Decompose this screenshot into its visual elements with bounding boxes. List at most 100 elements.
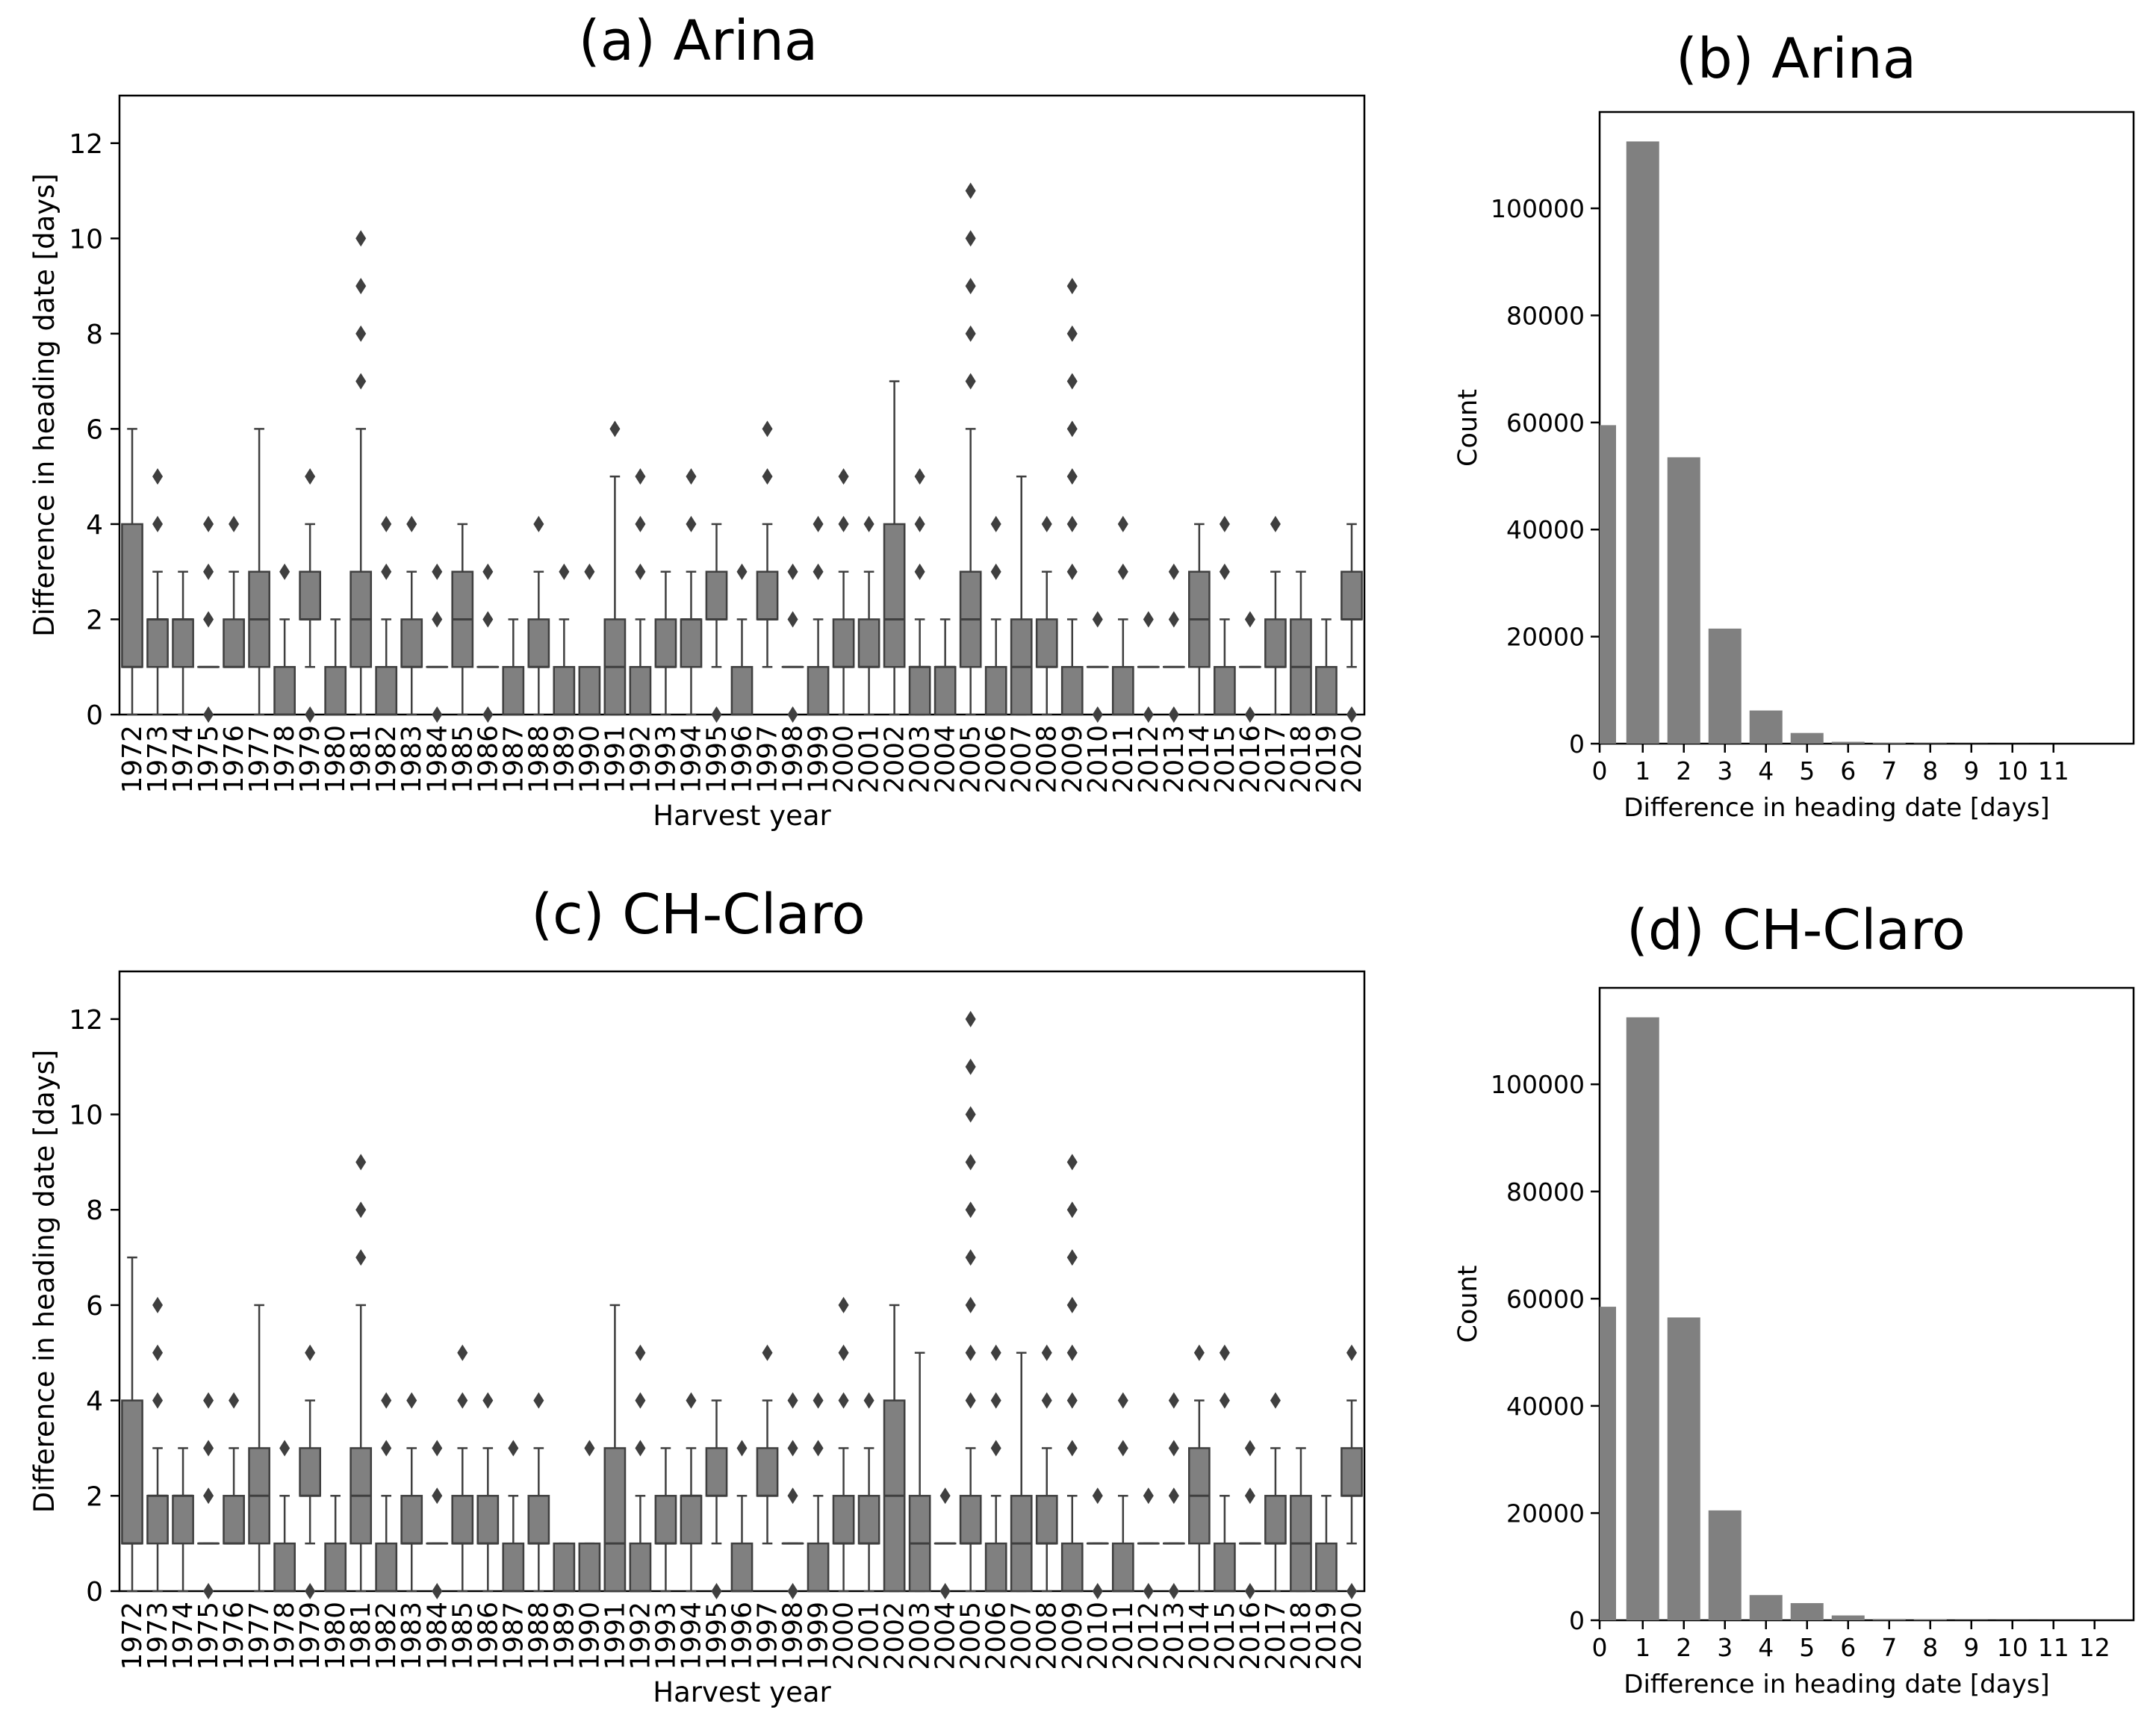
x-tick-label: 1984: [422, 1602, 453, 1670]
box: [578, 1542, 601, 1593]
outlier-marker: [1270, 1392, 1281, 1409]
box: [1315, 665, 1338, 716]
x-tick-label: 2019: [1311, 1602, 1342, 1670]
x-tick-label: 5: [1799, 756, 1815, 785]
x-tick-label: 1994: [676, 1602, 706, 1670]
x-tick-label: 2014: [1184, 1602, 1215, 1670]
x-tick-label: 1982: [371, 725, 402, 794]
outlier-marker: [965, 1154, 976, 1171]
outlier-marker: [965, 373, 976, 390]
outlier-marker: [482, 611, 494, 628]
x-tick-label: 1991: [600, 725, 630, 794]
outlier-marker: [1066, 373, 1078, 390]
y-axis-label: Difference in heading date [days]: [28, 1050, 60, 1513]
x-axis-label: Difference in heading date [days]: [1624, 1670, 2049, 1699]
x-tick-label: 1988: [524, 725, 554, 794]
outlier-marker: [1219, 1392, 1230, 1409]
x-tick-label: 1974: [168, 725, 199, 794]
outlier-marker: [787, 1440, 798, 1457]
box: [527, 1495, 550, 1545]
y-tick-label: 12: [69, 129, 103, 160]
outlier-marker: [1143, 706, 1154, 723]
outlier-marker: [279, 1440, 291, 1457]
chart-title: (a) Arina: [578, 9, 818, 73]
outlier-marker: [355, 1201, 367, 1219]
x-tick-label: 6: [1840, 1633, 1856, 1662]
outlier-marker: [1244, 706, 1255, 723]
x-tick-label: 2012: [1134, 725, 1164, 794]
y-tick-label: 80000: [1506, 301, 1585, 330]
outlier-marker: [381, 1392, 392, 1409]
outlier-marker: [635, 468, 646, 485]
x-tick-label: 2000: [829, 1602, 860, 1670]
outlier-marker: [711, 1583, 722, 1599]
outlier-marker: [1066, 563, 1078, 580]
outlier-marker: [1244, 1583, 1255, 1599]
histogram-bar: [1667, 1317, 1700, 1620]
box: [223, 1495, 245, 1545]
box: [1111, 665, 1134, 716]
outlier-marker: [1041, 1392, 1052, 1409]
outlier-marker: [432, 1487, 443, 1505]
x-tick-label: 1978: [270, 1602, 300, 1670]
box: [502, 665, 525, 716]
histogram-bar: [1790, 1603, 1824, 1620]
x-tick-label: 2008: [1032, 725, 1063, 794]
x-tick-label: 2006: [981, 1602, 1012, 1670]
outlier-marker: [229, 1392, 240, 1409]
box: [1111, 1542, 1134, 1593]
x-tick-label: 2015: [1210, 725, 1240, 794]
outlier-marker: [203, 706, 214, 723]
outlier-marker: [990, 563, 1001, 580]
x-tick-label: 2017: [1261, 725, 1291, 794]
outlier-marker: [965, 1058, 976, 1075]
x-tick-label: 12: [2079, 1633, 2110, 1662]
x-tick-label: 1996: [727, 725, 758, 794]
x-tick-label: 1998: [778, 1602, 809, 1670]
x-tick-label: 1975: [193, 725, 224, 794]
x-tick-label: 2: [1676, 1633, 1691, 1662]
histogram-bar: [1600, 1307, 1616, 1620]
y-tick-label: 100000: [1491, 194, 1585, 223]
x-tick-label: 1981: [346, 1602, 376, 1670]
x-tick-label: 7: [1881, 756, 1897, 785]
outlier-marker: [152, 515, 164, 532]
box: [680, 618, 703, 668]
outlier-marker: [736, 563, 748, 580]
outlier-marker: [787, 563, 798, 580]
outlier-marker: [305, 706, 316, 723]
x-tick-label: 3: [1717, 1633, 1733, 1662]
chart-title: (d) CH-Claro: [1627, 898, 1966, 962]
x-tick-label: 1991: [600, 1602, 630, 1670]
x-tick-label: 2012: [1134, 1602, 1164, 1670]
histogram-bar: [1749, 710, 1783, 744]
x-tick-label: 0: [1592, 756, 1608, 785]
y-axis-label: Count: [1453, 389, 1483, 467]
x-tick-label: 1998: [778, 725, 809, 794]
x-tick-label: 1984: [422, 725, 453, 794]
x-tick-label: 1976: [219, 1602, 249, 1670]
outlier-marker: [914, 563, 925, 580]
x-tick-label: 1993: [650, 725, 681, 794]
y-tick-label: 0: [86, 700, 103, 731]
outlier-marker: [482, 1392, 494, 1409]
x-tick-label: 1981: [346, 725, 376, 794]
outlier-marker: [1168, 1487, 1179, 1505]
box: [476, 1495, 500, 1545]
histogram-bar: [1708, 1510, 1742, 1620]
x-tick-label: 10: [1997, 1633, 2028, 1662]
x-tick-label: 4: [1758, 756, 1774, 785]
outlier-marker: [355, 1154, 367, 1171]
outlier-marker: [965, 1344, 976, 1361]
outlier-marker: [990, 1440, 1001, 1457]
y-tick-label: 20000: [1506, 1499, 1585, 1528]
outlier-marker: [482, 706, 494, 723]
x-tick-label: 1989: [549, 1602, 580, 1670]
y-axis-label: Count: [1453, 1266, 1483, 1343]
outlier-marker: [965, 325, 976, 342]
outlier-marker: [1244, 611, 1255, 628]
outlier-marker: [152, 1296, 164, 1313]
